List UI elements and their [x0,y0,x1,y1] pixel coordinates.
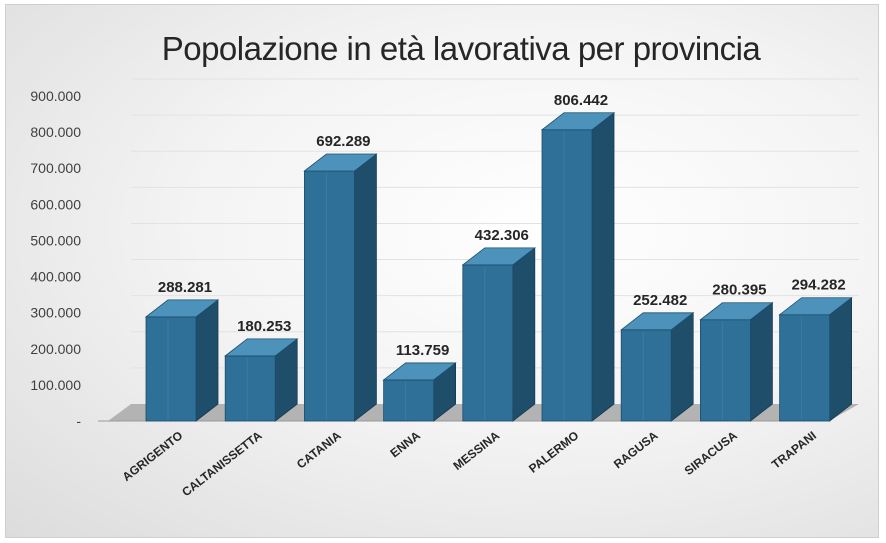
bar [224,338,299,422]
data-label: 294.282 [791,277,845,294]
bar-front-face [303,170,355,422]
bar [382,362,457,422]
x-tick-label: AGRIGENTO [120,428,186,484]
chart-svg: Popolazione in età lavorativa per provin… [30,30,859,499]
bar-top-face [144,299,220,318]
x-tick-label: MESSINA [450,428,502,473]
data-label: 692.289 [316,133,370,150]
bar-top-face [699,302,774,321]
y-tick-label: 700.000 [30,160,81,176]
bar-top-face [540,112,616,131]
grid-layer [131,78,859,369]
bar-front-face [700,319,751,422]
bar [778,296,853,422]
bar-side-face [353,153,377,422]
bar [540,111,616,422]
data-label: 280.395 [712,282,766,299]
bar-side-face [750,301,773,422]
chart-title: Popolazione in età lavorativa per provin… [162,30,762,67]
data-label: 806.442 [554,92,608,109]
bar-front-face [779,314,830,422]
y-tick-label: 600.000 [30,196,81,212]
y-tick-label: - [76,413,81,429]
y-tick-label: 100.000 [30,377,81,393]
x-tick-label: CATANIA [294,428,344,471]
x-tick-label: PALERMO [526,428,581,475]
y-tick-label: 300.000 [30,305,81,321]
y-tick-label: 400.000 [30,269,81,285]
chart-area: Popolazione in età lavorativa per provin… [5,4,879,538]
bar [461,247,536,422]
bar-side-face [195,299,219,422]
data-label: 252.482 [633,292,687,309]
bar-front-face [224,355,276,422]
y-tick-label: 500.000 [30,232,81,248]
x-tick-label: CALTANISSETTA [179,428,265,499]
value-labels-layer: 288.281 180.253 692.289 113.759 432.306 806.4… [158,92,846,359]
bar-top-face [224,338,299,357]
data-label: 180.253 [237,318,291,335]
y-tick-label: 900.000 [30,88,81,104]
bar-side-face [670,312,694,422]
y-axis-ticks: - 100.000 200.000 300.000 400.000 500.000 600.… [30,88,81,429]
bar-top-face [778,297,853,316]
y-tick-label: 800.000 [30,124,81,140]
data-label: 288.281 [158,279,212,296]
bar-front-face [541,129,593,422]
bar-side-face [829,296,852,422]
bar-top-face [461,247,536,266]
bar-top-face [620,312,695,331]
bar-top-face [303,153,378,172]
bar [699,301,774,422]
bar-front-face [383,379,435,422]
bar-front-face [145,316,197,422]
data-label: 432.306 [475,227,529,244]
x-tick-label: ENNA [388,428,424,460]
bars-layer [144,111,853,422]
x-tick-label: RAGUSA [611,428,661,471]
x-tick-label: TRAPANI [769,428,819,471]
bar [144,299,220,422]
bar [620,312,695,422]
bar-front-face [462,264,514,422]
bar [303,153,378,422]
y-tick-label: 200.000 [30,341,81,357]
x-tick-label: SIRACUSA [682,428,740,478]
data-label: 113.759 [396,342,449,359]
bar-side-face [512,247,536,422]
bar-top-face [382,362,457,381]
bar-side-face [591,111,615,422]
bar-front-face [620,329,672,422]
